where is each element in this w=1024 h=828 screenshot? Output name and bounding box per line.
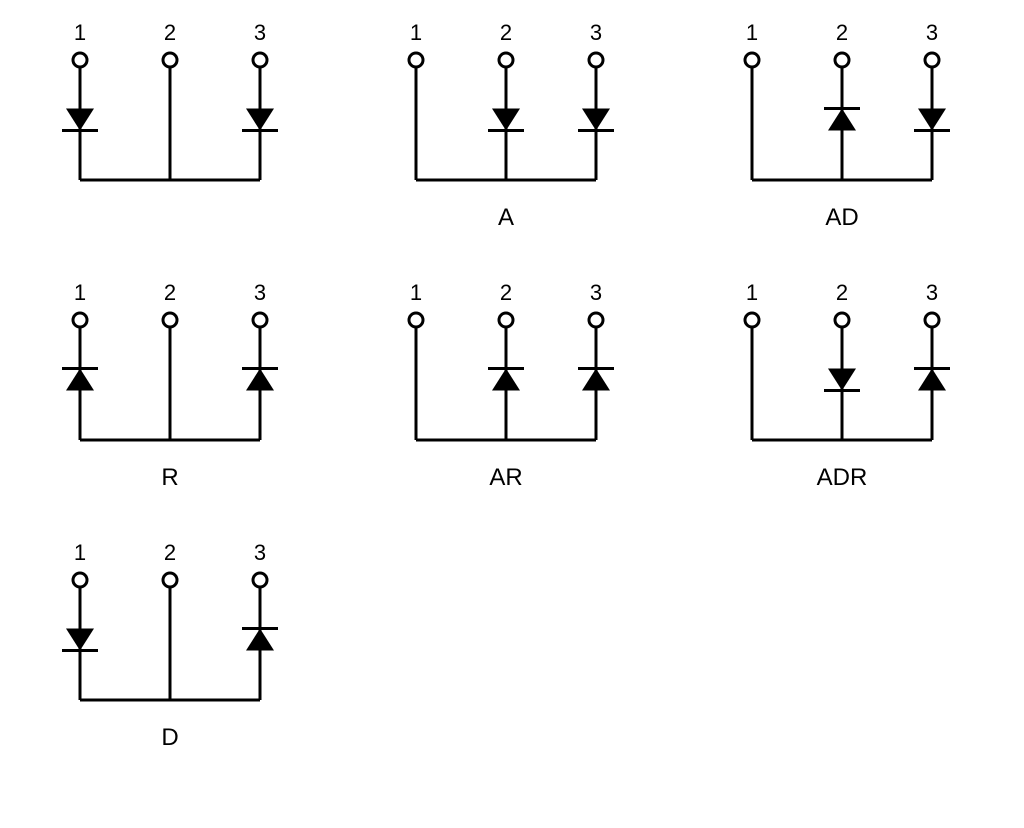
- diode-up-icon: [62, 369, 98, 391]
- terminal-label: 2: [164, 280, 176, 305]
- terminal-label: 3: [590, 20, 602, 45]
- diode-up-icon: [488, 369, 524, 391]
- page: 1 23 12 3 A12 3 AD1 23 R12 3 AR12 3 ADR1…: [0, 0, 1024, 828]
- circuit-caption: A: [498, 204, 514, 231]
- terminal-icon: [925, 313, 939, 327]
- terminal-label: 2: [500, 20, 512, 45]
- circuit-caption: AD: [825, 204, 858, 231]
- terminal-label: 1: [410, 280, 422, 305]
- circuit-cell: 1 2 3 ADR: [692, 270, 1012, 530]
- terminal-label: 2: [836, 280, 848, 305]
- terminal-icon: [745, 313, 759, 327]
- diode-down-icon: [914, 109, 950, 131]
- circuit-cell: 1 2 3 AR: [356, 270, 676, 530]
- terminal-label: 3: [590, 280, 602, 305]
- diode-up-icon: [914, 369, 950, 391]
- circuit-D: 1 2 3 D: [20, 530, 320, 770]
- terminal-icon: [73, 313, 87, 327]
- terminal-icon: [925, 53, 939, 67]
- terminal-label: 1: [74, 280, 86, 305]
- terminal-icon: [163, 573, 177, 587]
- terminal-icon: [835, 53, 849, 67]
- terminal-label: 1: [74, 20, 86, 45]
- terminal-icon: [499, 53, 513, 67]
- circuit-plain: 1 2 3: [20, 10, 320, 250]
- terminal-icon: [745, 53, 759, 67]
- diode-down-icon: [824, 369, 860, 391]
- circuit-caption: AR: [489, 464, 522, 491]
- circuit-cell: 1 2 3 D: [20, 530, 340, 790]
- terminal-icon: [253, 313, 267, 327]
- diode-down-icon: [62, 629, 98, 651]
- diode-up-icon: [824, 109, 860, 131]
- terminal-icon: [499, 313, 513, 327]
- diode-down-icon: [242, 109, 278, 131]
- terminal-label: 3: [926, 20, 938, 45]
- circuit-cell: 1 2 3: [20, 10, 340, 270]
- terminal-icon: [835, 313, 849, 327]
- terminal-icon: [73, 53, 87, 67]
- terminal-label: 2: [164, 540, 176, 565]
- terminal-label: 2: [836, 20, 848, 45]
- terminal-icon: [253, 53, 267, 67]
- circuit-caption: ADR: [817, 464, 868, 491]
- terminal-label: 3: [254, 20, 266, 45]
- terminal-icon: [73, 573, 87, 587]
- terminal-icon: [163, 313, 177, 327]
- circuit-grid: 1 23 12 3 A12 3 AD1 23 R12 3 AR12 3 ADR1…: [0, 0, 1024, 790]
- circuit-cell: 1 2 3 A: [356, 10, 676, 270]
- circuit-cell: 1 2 3 AD: [692, 10, 1012, 270]
- terminal-label: 1: [74, 540, 86, 565]
- terminal-icon: [163, 53, 177, 67]
- terminal-label: 2: [500, 280, 512, 305]
- terminal-icon: [409, 313, 423, 327]
- diode-down-icon: [488, 109, 524, 131]
- circuit-AR: 1 2 3 AR: [356, 270, 656, 510]
- terminal-icon: [409, 53, 423, 67]
- terminal-label: 3: [254, 540, 266, 565]
- terminal-icon: [589, 53, 603, 67]
- circuit-A: 1 2 3 A: [356, 10, 656, 250]
- circuit-caption: D: [161, 724, 178, 751]
- circuit-cell: 1 2 3 R: [20, 270, 340, 530]
- diode-up-icon: [242, 369, 278, 391]
- terminal-label: 2: [164, 20, 176, 45]
- terminal-label: 3: [926, 280, 938, 305]
- diode-down-icon: [578, 109, 614, 131]
- terminal-label: 1: [746, 280, 758, 305]
- diode-up-icon: [242, 629, 278, 651]
- terminal-icon: [589, 313, 603, 327]
- terminal-label: 3: [254, 280, 266, 305]
- circuit-AD: 1 2 3 AD: [692, 10, 992, 250]
- terminal-label: 1: [746, 20, 758, 45]
- circuit-ADR: 1 2 3 ADR: [692, 270, 992, 510]
- circuit-caption: R: [161, 464, 178, 491]
- terminal-icon: [253, 573, 267, 587]
- diode-up-icon: [578, 369, 614, 391]
- circuit-R: 1 2 3 R: [20, 270, 320, 510]
- terminal-label: 1: [410, 20, 422, 45]
- diode-down-icon: [62, 109, 98, 131]
